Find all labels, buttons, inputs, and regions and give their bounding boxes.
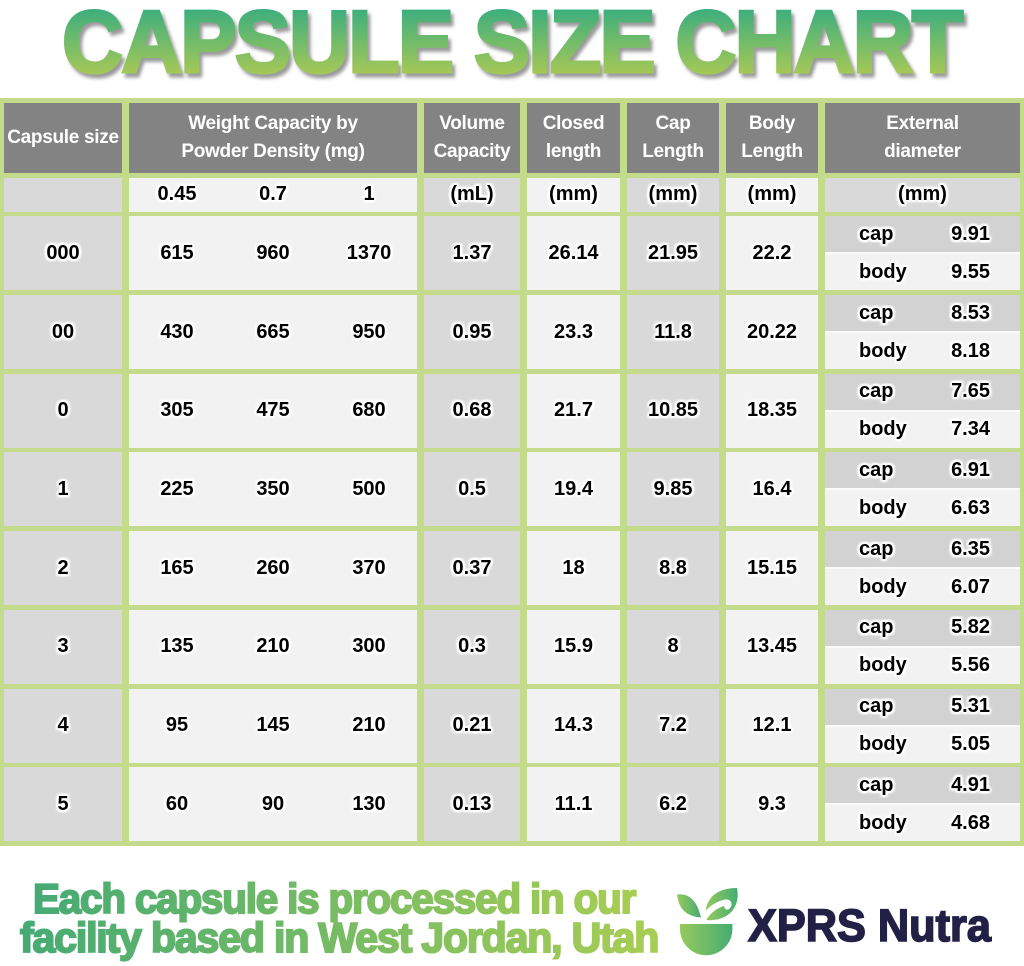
svg-text:facility based in West Jordan,: facility based in West Jordan, Utah (20, 914, 658, 962)
svg-text:CAPSULE SIZE CHART: CAPSULE SIZE CHART (62, 0, 963, 91)
svg-text:Each capsule is processed in o: Each capsule is processed in our (33, 875, 636, 922)
svg-text:XPRS Nutra: XPRS Nutra (748, 901, 991, 951)
